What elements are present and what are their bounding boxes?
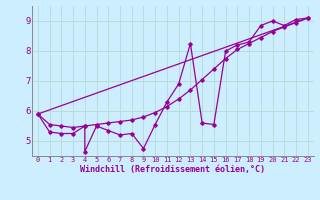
- X-axis label: Windchill (Refroidissement éolien,°C): Windchill (Refroidissement éolien,°C): [80, 165, 265, 174]
